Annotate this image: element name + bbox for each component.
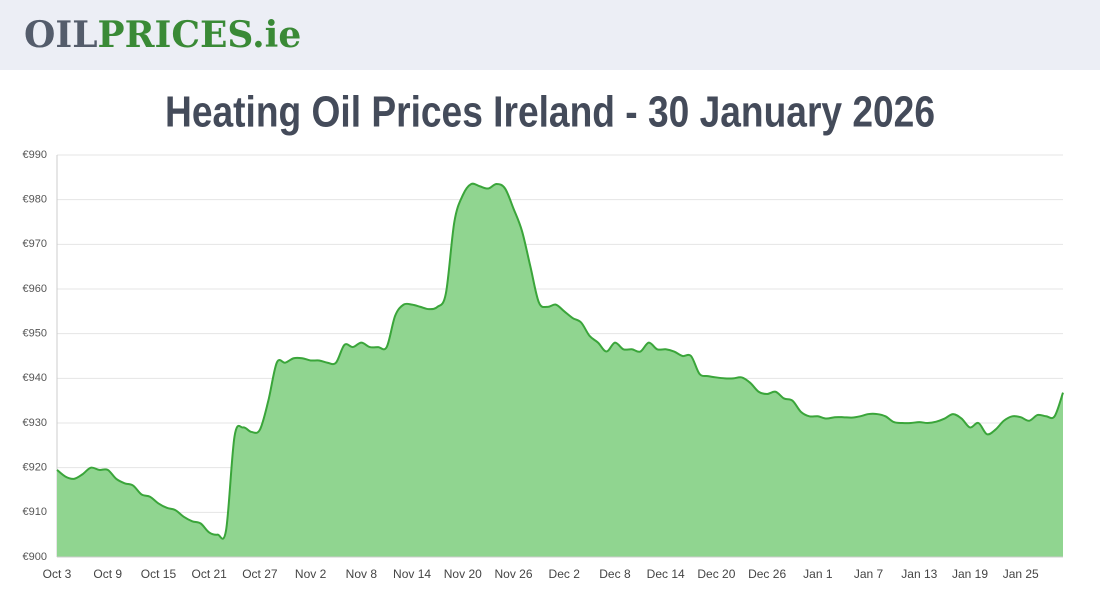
x-tick-label: Jan 1 <box>803 567 833 581</box>
logo-green: PRICES.ie <box>98 14 302 56</box>
y-tick-label: €970 <box>23 238 47 250</box>
line <box>56 182 1064 540</box>
y-tick-label: €910 <box>23 506 47 518</box>
x-tick-label: Jan 25 <box>1003 567 1039 581</box>
y-tick-label: €980 <box>23 194 47 206</box>
x-tick-label: Dec 26 <box>748 567 786 581</box>
logo[interactable]: OILPRICES.ie <box>24 14 301 56</box>
y-tick-label: €920 <box>23 462 47 474</box>
x-tick-label: Jan 19 <box>952 567 988 581</box>
y-tick-label: €900 <box>23 551 47 563</box>
y-tick-label: €940 <box>23 372 47 384</box>
logo-dark: OIL <box>24 14 98 56</box>
x-tick-label: Oct 3 <box>43 567 72 581</box>
x-tick-label: Nov 2 <box>295 567 327 581</box>
x-tick-label: Oct 15 <box>141 567 177 581</box>
y-tick-label: €930 <box>23 417 47 429</box>
x-tick-label: Oct 21 <box>191 567 227 581</box>
y-tick-label: €960 <box>23 283 47 295</box>
x-tick-label: Nov 20 <box>444 567 482 581</box>
area-fill <box>57 183 1063 557</box>
x-tick-label: Dec 14 <box>647 567 685 581</box>
chart-title: Heating Oil Prices Ireland - 30 January … <box>165 88 935 137</box>
x-tick-label: Nov 8 <box>346 567 378 581</box>
x-tick-label: Dec 20 <box>697 567 735 581</box>
x-tick-label: Nov 14 <box>393 567 431 581</box>
x-tick-label: Oct 9 <box>93 567 122 581</box>
y-tick-label: €950 <box>23 328 47 340</box>
x-tick-label: Oct 27 <box>242 567 278 581</box>
y-tick-label: €990 <box>23 149 47 161</box>
x-tick-label: Dec 8 <box>599 567 631 581</box>
x-tick-label: Jan 7 <box>854 567 884 581</box>
header-bar <box>0 0 1100 70</box>
x-tick-label: Dec 2 <box>549 567 581 581</box>
x-tick-label: Jan 13 <box>901 567 937 581</box>
x-tick-label: Nov 26 <box>494 567 532 581</box>
